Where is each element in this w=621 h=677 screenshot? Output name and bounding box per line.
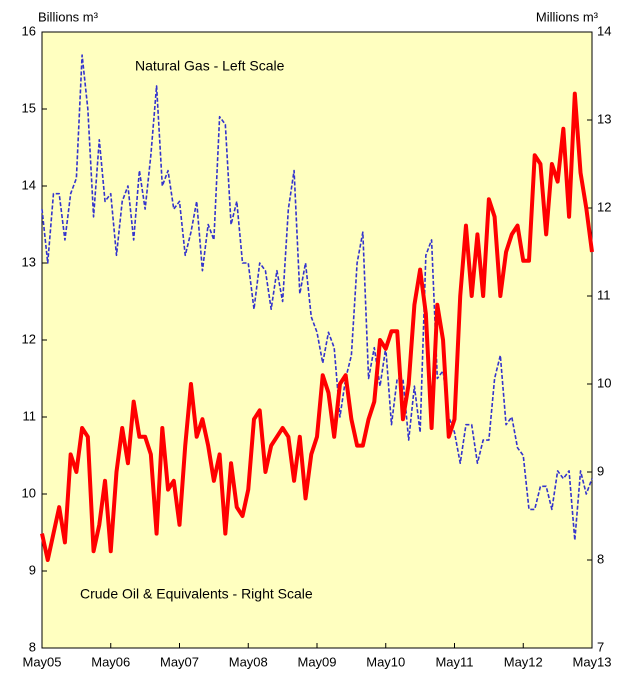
y2-axis-label: Millions m³: [536, 9, 599, 24]
x-tick-label: May06: [91, 654, 130, 669]
y2-tick-label: 11: [597, 287, 611, 302]
y-tick-label: 10: [22, 485, 36, 500]
y2-tick-label: 8: [597, 551, 604, 566]
y2-tick-label: 10: [597, 375, 611, 390]
y-tick-label: 15: [22, 100, 36, 115]
y2-tick-label: 12: [597, 199, 611, 214]
y2-tick-label: 9: [597, 463, 604, 478]
y2-tick-label: 14: [597, 23, 611, 38]
series-line: [41, 54, 593, 541]
y-tick-label: 13: [22, 254, 36, 269]
series-line: [40, 91, 594, 562]
x-tick-label: May10: [366, 654, 405, 669]
series-annotation: Natural Gas - Left Scale: [135, 58, 285, 74]
y-tick-label: 8: [29, 639, 36, 654]
series-annotation: Crude Oil & Equivalents - Right Scale: [80, 586, 313, 602]
y-tick-label: 16: [22, 23, 36, 38]
x-tick-label: May07: [160, 654, 199, 669]
y-tick-label: 12: [22, 331, 36, 346]
y-tick-label: 11: [23, 408, 37, 423]
x-tick-label: May12: [504, 654, 543, 669]
y-tick-label: 14: [22, 177, 36, 192]
x-tick-label: May05: [22, 654, 61, 669]
y2-tick-label: 7: [597, 639, 604, 654]
x-tick-label: May11: [435, 654, 473, 669]
x-tick-label: May13: [572, 654, 611, 669]
y2-tick-label: 13: [597, 111, 611, 126]
plot-area: [41, 31, 593, 649]
x-tick-label: May08: [229, 654, 268, 669]
x-tick-label: May09: [297, 654, 336, 669]
y-axis-label: Billions m³: [38, 9, 99, 24]
y-tick-label: 9: [29, 562, 36, 577]
